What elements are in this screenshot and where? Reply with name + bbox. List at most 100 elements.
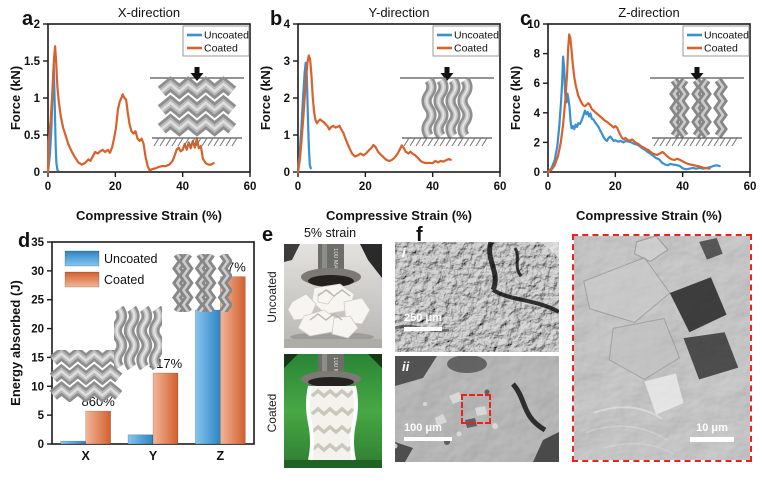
structure-graphic (172, 254, 232, 312)
structure-herringbone (700, 79, 709, 137)
ground-hatch (653, 137, 660, 147)
panel-a: a X-direction 0 20 40 60 0 0.5 1 1.5 2 Compressive… (8, 4, 258, 226)
chart-title: Z-direction (618, 5, 679, 20)
photo-label-uncoated: Uncoated (265, 271, 279, 323)
panel-letter-c: c (520, 8, 532, 30)
sem-cracks (395, 242, 559, 333)
piston-tip (308, 377, 354, 387)
y-tick-label: 4 (534, 108, 541, 120)
ground-hatch (469, 137, 476, 147)
structure-ribbon (160, 82, 234, 94)
sem-dark-region (447, 356, 487, 373)
line-chart-b: Y-direction 0 20 40 60 0 1 2 3 4 Compressive Strai… (258, 5, 506, 223)
sem-dark-region (533, 432, 559, 462)
panel-letter-b: b (270, 8, 283, 30)
structure-ribbon (52, 369, 120, 380)
panel-letter-e: e (262, 224, 274, 246)
series-coated (546, 33, 711, 174)
legend-frame (432, 25, 500, 57)
scalebar-250um: 250 μm (404, 312, 442, 331)
y-tick-label: 1.5 (24, 56, 41, 68)
ground-hatch (451, 137, 458, 147)
legend-label: Coated (454, 43, 488, 55)
sem-tag-i: i (402, 245, 406, 260)
chart-title: X-direction (118, 5, 180, 20)
y-tick-label: 15 (31, 352, 44, 364)
photo-coated: 100 MAX. (284, 354, 382, 468)
ground-hatch (201, 137, 208, 147)
structure-herringbone (204, 254, 213, 312)
scalebar-text: 100 μm (404, 422, 442, 434)
ground-hatch (713, 137, 720, 147)
panel-letter-a: a (22, 8, 34, 30)
series-uncoated (46, 63, 60, 174)
legend-swatch (64, 250, 100, 267)
y-tick-label: 1 (34, 93, 41, 105)
sem-dark-region (395, 442, 413, 462)
line-chart-a: X-direction 0 20 40 60 0 0.5 1 1.5 2 Compressive S… (8, 5, 256, 223)
y-tick-label: 6 (534, 78, 540, 90)
inset-structure-z (650, 67, 744, 147)
line-chart-c: Z-direction 0 20 40 60 0 2 4 6 8 10 Compressive Str… (508, 5, 756, 223)
plot-frame (547, 23, 751, 173)
sem-zoom-art (574, 236, 750, 460)
structure-herringbone (181, 254, 191, 312)
y-tick-label: 2 (534, 137, 540, 149)
panel-d: d 0 5 10 15 20 25 30 35 Energy absorbed (J) X 860%… (8, 230, 260, 482)
legend-swatch (64, 271, 100, 288)
ground-hatch (213, 137, 220, 147)
floor (284, 339, 382, 348)
structure-ribbon (52, 386, 120, 397)
sem-ii-art (395, 356, 559, 462)
sem-dark-region (395, 356, 437, 386)
ground-hatch (225, 137, 232, 147)
legend-label: Uncoated (704, 30, 749, 42)
floor (284, 460, 382, 468)
x-tick-label: 20 (609, 181, 622, 193)
panel-c: c Z-direction 0 20 40 60 0 2 4 6 8 10 Compressive S… (508, 4, 758, 226)
intact-lattice (306, 385, 358, 461)
x-tick-label: 0 (295, 181, 301, 193)
chart-title: Y-direction (369, 5, 430, 20)
photo-shadow-corner (360, 244, 382, 278)
legend-label: Uncoated (104, 252, 158, 266)
y-tick-label: 0 (284, 167, 290, 179)
structure-column (140, 308, 148, 368)
ground-hatch (183, 137, 190, 147)
panel-f: f i 250 μm (390, 224, 762, 484)
ground-hatch (165, 137, 172, 147)
ground-hatch (207, 137, 214, 147)
load-arrow-icon (190, 73, 204, 81)
structure-column (115, 308, 123, 368)
ground-hatch (171, 137, 178, 147)
sem-image-ii: ii 100 μm (395, 356, 559, 462)
structure-graphic (421, 77, 473, 139)
zoom-roi-box (461, 394, 491, 424)
x-axis-label: Compressive Strain (%) (326, 208, 472, 223)
y-tick-label: 8 (534, 49, 541, 61)
scalebar-100um: 100 μm (404, 422, 452, 441)
x-axis-label: Compressive Strain (%) (76, 208, 222, 223)
category-label: Y (149, 449, 158, 463)
structure-graphic (49, 350, 123, 402)
ground-hatch (677, 137, 684, 147)
load-arrow-icon (194, 67, 200, 73)
structure-ribbon (160, 101, 234, 112)
bar-uncoated-X (60, 440, 86, 445)
series-coated (46, 45, 215, 174)
category-label: Z (217, 449, 225, 463)
ground-hatch (415, 137, 422, 147)
x-tick-label: 0 (45, 181, 51, 193)
line-chart-a-mount: X-direction 0 20 40 60 0 0.5 1 1.5 2 Compressive S… (8, 4, 258, 231)
structure-column (128, 308, 136, 368)
load-arrow-icon (690, 73, 704, 81)
ground-hatch (177, 137, 184, 147)
legend-label: Coated (104, 273, 144, 287)
panel-letter-f: f (416, 224, 423, 246)
y-tick-label: 3 (284, 56, 290, 68)
y-tick-label: 0 (38, 439, 44, 451)
y-tick-label: 4 (284, 19, 291, 31)
structure-column (461, 79, 469, 137)
bar-coated-X (85, 410, 111, 445)
